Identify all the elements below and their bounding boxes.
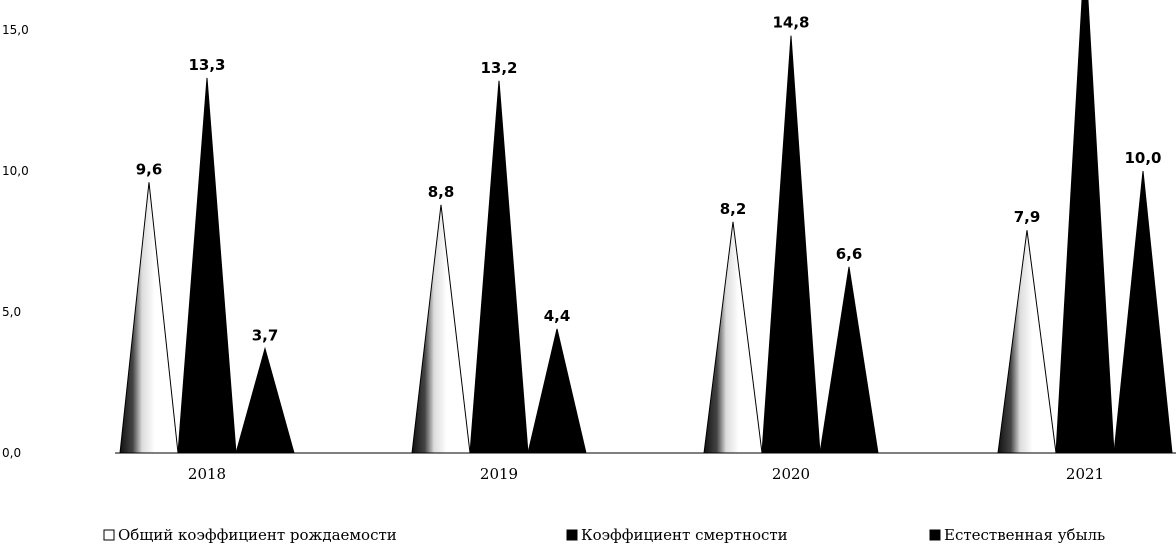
data-label: 13,3 <box>188 56 225 74</box>
data-label: 4,4 <box>544 307 571 325</box>
cone-bar-2 <box>761 35 821 454</box>
legend-label-2: Коэффициент смертности <box>581 526 788 544</box>
y-tick-label: 10,0 <box>2 164 29 178</box>
y-tick-label: 0,0 <box>2 446 21 460</box>
x-axis: 2018 2019 2020 2021 <box>188 465 1104 483</box>
y-tick-label: 5,0 <box>2 305 21 319</box>
cone-bar-3 <box>235 346 295 454</box>
legend: Общий коэффициент рождаемости Коэффициент… <box>103 526 1105 544</box>
data-label: 8,2 <box>720 200 747 218</box>
data-label: 6,6 <box>836 245 863 263</box>
cone-bar-3 <box>819 266 879 454</box>
y-axis: 0,0 5,0 10,0 15,0 <box>2 23 1176 460</box>
data-label: 7,9 <box>1014 208 1041 226</box>
data-label: 13,2 <box>480 59 517 77</box>
legend-swatch-3 <box>929 529 941 541</box>
legend-label-3: Естественная убыль <box>944 526 1105 544</box>
x-tick-label: 2020 <box>772 465 810 483</box>
cone-bar-2 <box>1055 0 1115 454</box>
legend-swatch-2 <box>566 529 578 541</box>
cone-bar-1 <box>997 230 1057 454</box>
cone-bar-3 <box>527 328 587 454</box>
data-label: 10,0 <box>1124 149 1161 167</box>
legend-swatch-1 <box>103 529 115 541</box>
y-tick-label: 15,0 <box>2 23 29 37</box>
data-label: 3,7 <box>252 327 279 345</box>
cone-bar-2 <box>469 80 529 454</box>
cone-bar-2 <box>177 77 237 454</box>
x-tick-label: 2021 <box>1066 465 1104 483</box>
x-tick-label: 2019 <box>480 465 518 483</box>
data-label: 8,8 <box>428 183 455 201</box>
cone-bar-3 <box>1113 170 1173 454</box>
legend-label-1: Общий коэффициент рождаемости <box>118 526 397 544</box>
plot-area: 9,613,33,78,813,24,48,214,86,67,917,910,… <box>119 0 1173 454</box>
data-label: 14,8 <box>772 14 809 32</box>
cone-bar-1 <box>703 221 763 454</box>
cone-bar-1 <box>411 204 471 454</box>
data-label: 9,6 <box>136 160 163 178</box>
x-tick-label: 2018 <box>188 465 226 483</box>
cone-bar-1 <box>119 182 179 454</box>
